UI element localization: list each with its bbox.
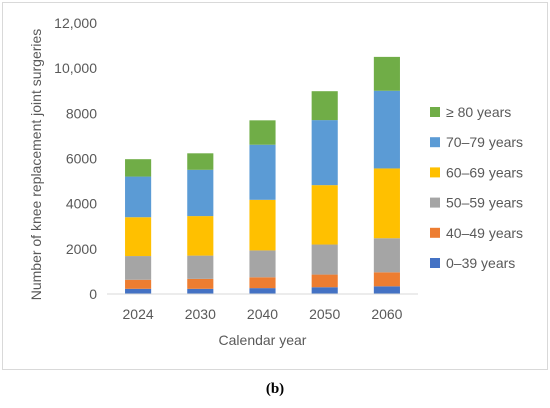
- x-axis-ticks: 2024 2030 2040 2050 2060: [123, 306, 403, 322]
- legend-swatch: [430, 167, 440, 178]
- x-tick-label: 2024: [123, 306, 154, 322]
- bar-segment: [249, 144, 276, 200]
- bar-segment: [187, 288, 214, 294]
- bar-segment: [249, 199, 276, 251]
- bar-segment: [373, 272, 400, 287]
- bar-segment: [311, 244, 338, 275]
- legend-label: 0–39 years: [446, 255, 515, 271]
- legend-swatch: [430, 107, 440, 117]
- y-tick-label: 2000: [66, 241, 97, 257]
- bar-segment: [187, 216, 214, 256]
- legend-swatch: [430, 137, 440, 148]
- bar-segment: [249, 120, 276, 145]
- y-tick-label: 10,000: [54, 60, 97, 76]
- bar-segment: [373, 238, 400, 273]
- legend-label: 40–49 years: [446, 225, 523, 241]
- bars-group: [125, 56, 400, 294]
- bar-segment: [125, 279, 152, 289]
- x-tick-label: 2060: [371, 306, 402, 322]
- bar-segment: [311, 185, 338, 245]
- legend-swatch: [430, 258, 440, 268]
- y-axis-title: Number of knee replacement joint surgeri…: [28, 29, 44, 301]
- bar-segment: [373, 56, 400, 91]
- legend-label: 60–69 years: [446, 164, 523, 180]
- bar-segment: [125, 217, 152, 257]
- y-tick-label: 6000: [66, 151, 97, 167]
- bar-segment: [249, 250, 276, 278]
- bar-segment: [125, 256, 152, 280]
- bar-segment: [373, 168, 400, 239]
- bar-segment: [187, 153, 214, 170]
- bar-segment: [125, 159, 152, 177]
- x-tick-label: 2030: [185, 306, 216, 322]
- legend-swatch: [430, 197, 440, 208]
- legend-label: ≥ 80 years: [446, 104, 511, 120]
- y-tick-label: 12,000: [54, 15, 97, 31]
- legend-label: 50–59 years: [446, 195, 523, 211]
- x-tick-label: 2050: [309, 306, 340, 322]
- y-axis-ticks: 0 2000 4000 6000 8000 10,000 12,000: [54, 15, 97, 302]
- bar-segment: [125, 288, 152, 294]
- legend-label: 70–79 years: [446, 134, 523, 150]
- bar-segment: [187, 255, 214, 279]
- bar-segment: [311, 274, 338, 288]
- bar-segment: [187, 169, 214, 217]
- bar-segment: [125, 176, 152, 218]
- bar-segment: [187, 278, 214, 289]
- bar-segment: [311, 91, 338, 121]
- y-tick-label: 0: [89, 286, 97, 302]
- y-tick-label: 8000: [66, 105, 97, 121]
- bar-segment: [311, 287, 338, 294]
- x-tick-label: 2040: [247, 306, 278, 322]
- x-axis-title: Calendar year: [219, 332, 307, 348]
- bar-segment: [311, 120, 338, 186]
- bar-segment: [249, 288, 276, 294]
- bar-segment: [373, 90, 400, 169]
- legend: ≥ 80 years 70–79 years 60–69 years 50–59 ye…: [430, 104, 523, 271]
- legend-swatch: [430, 227, 440, 238]
- chart-frame: 0 2000 4000 6000 8000 10,000 12,000 2024 2030 20…: [2, 2, 548, 370]
- bar-segment: [249, 277, 276, 289]
- bar-segment: [373, 286, 400, 294]
- y-tick-label: 4000: [66, 196, 97, 212]
- figure-caption: (b): [265, 381, 285, 397]
